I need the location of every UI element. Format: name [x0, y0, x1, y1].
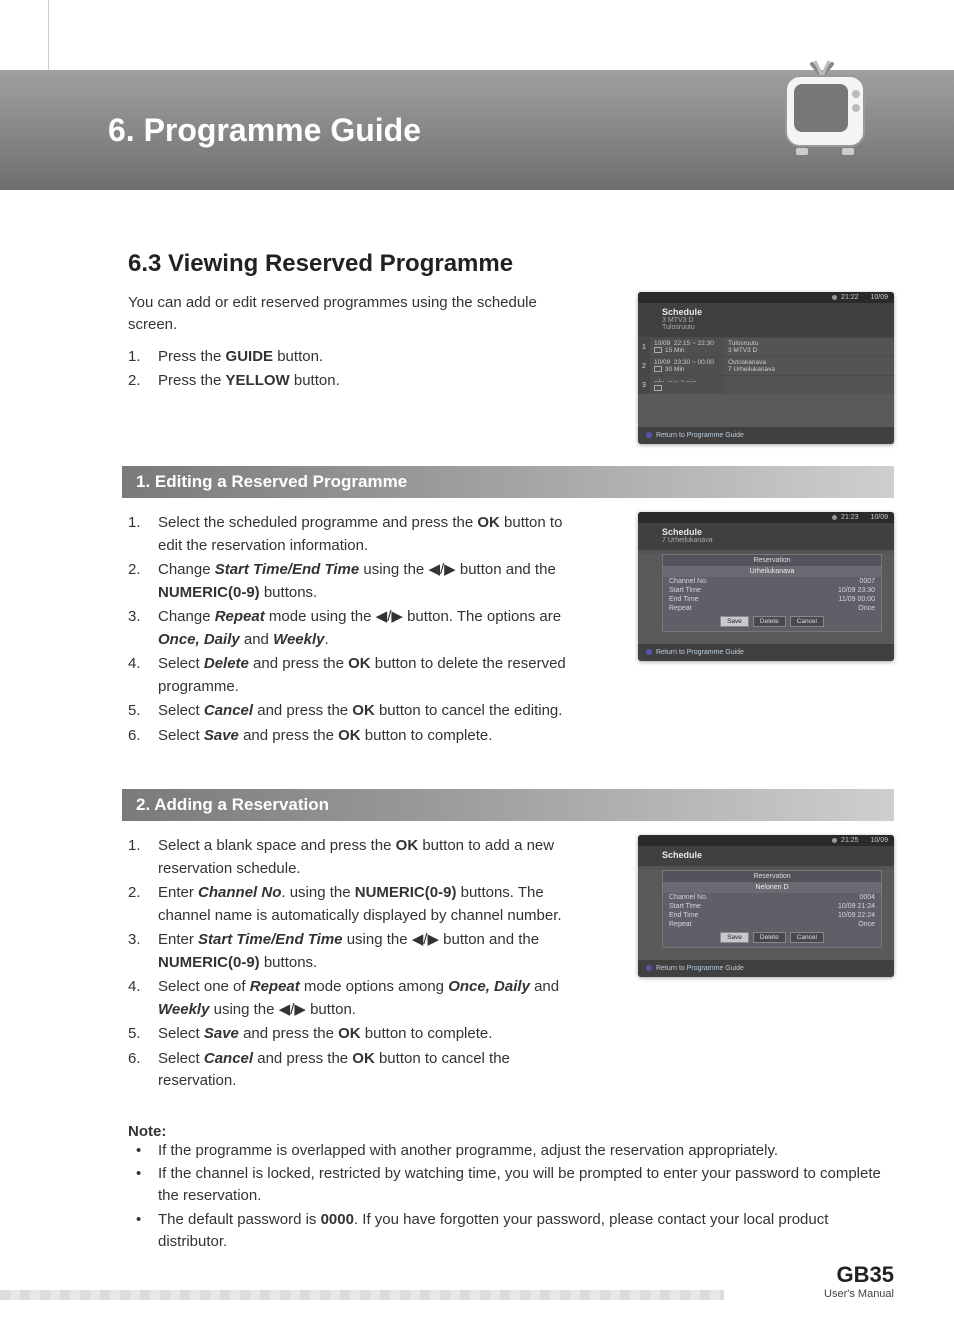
add-screenshot: 21:25 10/09 Schedule Reservation Nelonen…	[638, 835, 894, 977]
note-block: Note: If the programme is overlapped wit…	[128, 1123, 894, 1253]
manual-page: 6. Programme Guide 6.3 Viewing Reserved …	[0, 0, 954, 1340]
subsection-header: 1. Editing a Reserved Programme	[122, 466, 894, 498]
step-item: Select the scheduled programme and press…	[128, 512, 588, 557]
edit-steps: Select the scheduled programme and press…	[128, 512, 588, 747]
step-item: Select Cancel and press the OK button to…	[128, 1048, 588, 1093]
tv-icon	[762, 46, 882, 171]
step-item: Select Save and press the OK button to c…	[128, 725, 588, 748]
section-title: 6.3 Viewing Reserved Programme	[128, 250, 894, 278]
step-item: Select Cancel and press the OK button to…	[128, 700, 588, 723]
add-steps: Select a blank space and press the OK bu…	[128, 835, 588, 1093]
section-intro: You can add or edit reserved programmes …	[128, 292, 588, 336]
note-list: If the programme is overlapped with anot…	[128, 1140, 894, 1253]
note-item: The default password is 0000. If you hav…	[128, 1209, 894, 1253]
edit-screenshot: 21:23 10/09 Schedule 7 Urheilukanava Res…	[638, 512, 894, 661]
step-item: Change Repeat mode using the ◀/▶ button.…	[128, 606, 588, 651]
page-footer: GB35 User's Manual	[0, 1276, 954, 1300]
step-item: Press the YELLOW button.	[128, 370, 588, 393]
footer-rule	[0, 1290, 724, 1300]
step-item: Enter Channel No. using the NUMERIC(0-9)…	[128, 882, 588, 927]
chapter-title: 6. Programme Guide	[108, 112, 421, 149]
content-area: 6.3 Viewing Reserved Programme You can a…	[0, 190, 954, 1252]
step-item: Enter Start Time/End Time using the ◀/▶ …	[128, 929, 588, 974]
note-item: If the programme is overlapped with anot…	[128, 1140, 894, 1162]
note-item: If the channel is locked, restricted by …	[128, 1163, 894, 1207]
schedule-screenshot: 21:22 10/09 Schedule 3 MTV3 D Tulosruutu…	[638, 292, 894, 444]
step-item: Select Delete and press the OK button to…	[128, 653, 588, 698]
step-item: Select a blank space and press the OK bu…	[128, 835, 588, 880]
step-item: Select one of Repeat mode options among …	[128, 976, 588, 1021]
page-number: GB35	[824, 1262, 894, 1288]
chapter-header: 6. Programme Guide	[0, 70, 954, 190]
note-title: Note:	[128, 1123, 894, 1140]
footer-subtitle: User's Manual	[824, 1288, 894, 1300]
step-item: Press the GUIDE button.	[128, 346, 588, 369]
step-item: Select Save and press the OK button to c…	[128, 1023, 588, 1046]
intro-steps: Press the GUIDE button. Press the YELLOW…	[128, 346, 588, 393]
subsection-header: 2. Adding a Reservation	[122, 789, 894, 821]
step-item: Change Start Time/End Time using the ◀/▶…	[128, 559, 588, 604]
